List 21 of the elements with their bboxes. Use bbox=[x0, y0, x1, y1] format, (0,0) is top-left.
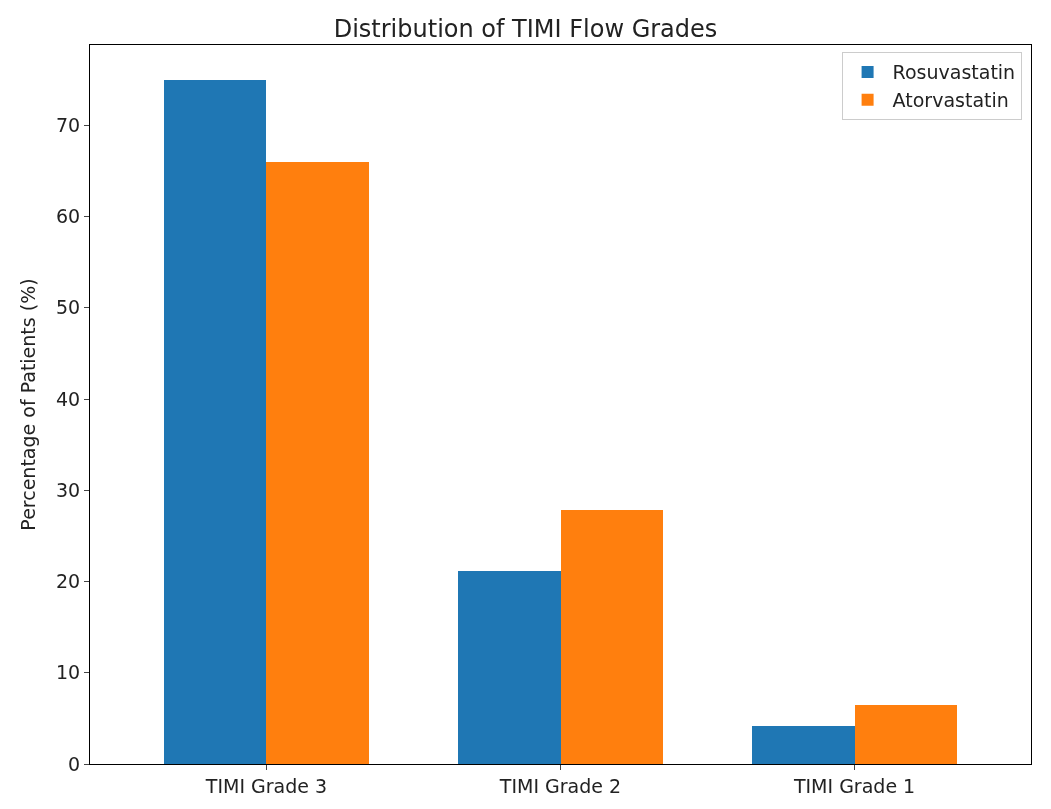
legend-label: Rosuvastatin bbox=[892, 61, 1016, 84]
bar bbox=[164, 80, 266, 764]
bar bbox=[752, 726, 855, 764]
bar bbox=[266, 162, 369, 764]
bar bbox=[855, 705, 957, 764]
chart-title: Distribution of TIMI Flow Grades bbox=[333, 15, 718, 44]
x-tick-label: TIMI Grade 2 bbox=[498, 774, 622, 797]
bar bbox=[458, 571, 561, 764]
y-tick-label: 70 bbox=[56, 113, 81, 136]
x-tick-label: TIMI Grade 1 bbox=[792, 774, 916, 797]
y-tick-label: 30 bbox=[56, 478, 81, 501]
y-tick-label: 60 bbox=[56, 205, 81, 228]
legend-label: Atorvastatin bbox=[892, 89, 1009, 112]
y-axis-title: Percentage of Patients (%) bbox=[16, 278, 39, 531]
y-tick-label: 40 bbox=[56, 387, 81, 410]
y-tick-label: 10 bbox=[56, 661, 81, 684]
y-tick-label: 50 bbox=[56, 296, 81, 319]
bar bbox=[561, 510, 663, 764]
x-tick-label: TIMI Grade 3 bbox=[204, 774, 328, 797]
y-tick-label: 0 bbox=[68, 752, 81, 775]
y-tick-label: 20 bbox=[56, 570, 81, 593]
